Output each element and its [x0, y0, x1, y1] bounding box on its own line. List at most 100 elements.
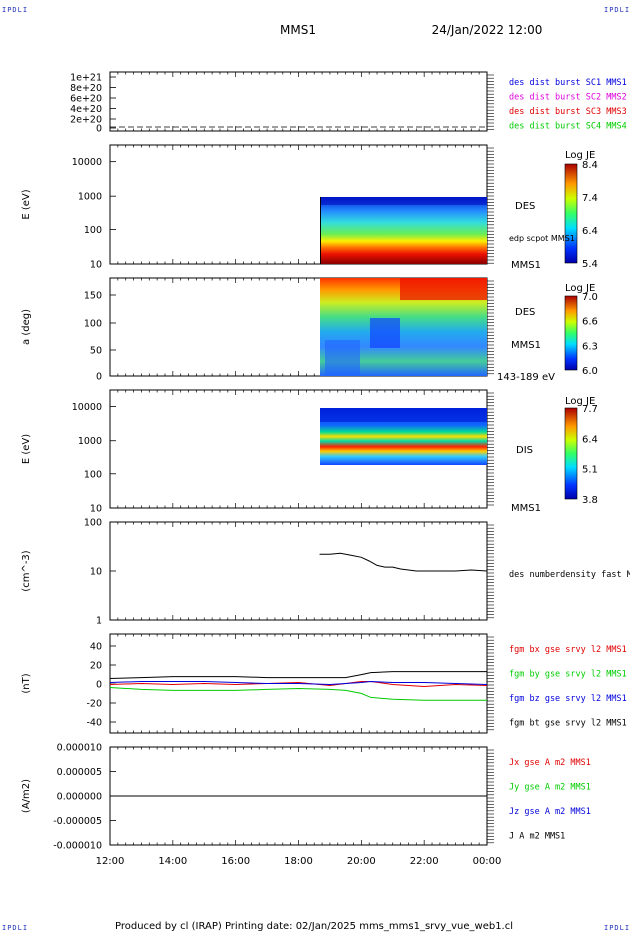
- y-tick-label: 0: [96, 124, 102, 135]
- y-tick-label: 100: [84, 319, 102, 330]
- colorbar-tick-label: 7.0: [582, 292, 598, 303]
- des-energy-spectrogram-fill: [320, 197, 321, 264]
- field-series-line-0: [109, 681, 488, 688]
- y-tick-label: 10: [90, 504, 102, 515]
- y-tick-label: 2e+20: [70, 115, 102, 126]
- y-tick-label: 10: [90, 567, 102, 578]
- legend-entry: des dist burst SC1 MMS1: [509, 78, 627, 88]
- colorbar-title: Log JE: [565, 283, 595, 294]
- corner-mark-bottom-right: IPDLI: [604, 924, 630, 932]
- dis-energy-spectrogram-top: [320, 408, 487, 422]
- y-axis-label: (nT): [21, 673, 32, 693]
- legend-entry: Jx gse A m2 MMS1: [509, 758, 591, 768]
- y-tick-label: 0.000005: [57, 767, 102, 778]
- spectrogram-label: 143-189 eV: [497, 372, 555, 383]
- colorbar-tick-label: 6.3: [582, 341, 598, 352]
- des-pitch-angle-patch-1: [400, 278, 487, 300]
- x-tick-label: 12:00: [96, 856, 125, 867]
- y-tick-label: 150: [84, 291, 102, 302]
- colorbar-tick-label: 7.4: [582, 193, 598, 204]
- panel4-spectrogram: [320, 408, 487, 465]
- colorbar-tick-label: 8.4: [582, 160, 598, 171]
- colorbar-title: Log JE: [565, 396, 595, 407]
- y-axis-label: a (deg): [21, 309, 32, 345]
- legend-entry: des dist burst SC4 MMS4: [509, 122, 627, 132]
- colorbar-panel2: [564, 163, 578, 264]
- corner-mark-bottom-left: IPDLI: [2, 924, 29, 932]
- des-energy-spectrogram-noise: [320, 197, 487, 205]
- mission-title: MMS1: [280, 23, 316, 37]
- y-tick-label: -0.000010: [53, 841, 102, 852]
- corner-mark-top-left: IPDLI: [2, 6, 29, 14]
- colorbar-tick-label: 5.1: [582, 465, 598, 476]
- y-tick-label: -40: [86, 718, 102, 729]
- density-series-line: [319, 552, 488, 572]
- colorbar-tick-label: 7.7: [582, 404, 598, 415]
- colorbar-tick-label: 6.0: [582, 366, 598, 377]
- colorbar-tick-label: 6.6: [582, 317, 598, 328]
- x-tick-label: 00:00: [473, 856, 502, 867]
- legend-entry: fgm bt gse srvy l2 MMS1: [509, 719, 627, 729]
- y-tick-label: 40: [90, 642, 102, 653]
- field-series-line-3: [109, 671, 487, 679]
- spectrogram-label: MMS1: [511, 260, 541, 271]
- legend-entry: Jy gse A m2 MMS1: [509, 783, 591, 793]
- y-tick-label: 0.000000: [57, 792, 102, 803]
- legend-entry: fgm bz gse srvy l2 MMS1: [509, 694, 627, 704]
- des-pitch-angle-patch-2: [370, 318, 400, 348]
- chart-layers: 1e+218e+206e+204e+202e+20010000100010010…: [21, 73, 630, 868]
- legend-entry: des numberdensity fast M: [509, 570, 630, 580]
- legend-entry: fgm by gse srvy l2 MMS1: [509, 670, 627, 680]
- corner-mark-top-right: IPDLI: [604, 6, 630, 14]
- y-tick-label: 8e+20: [70, 83, 102, 94]
- y-axis-label: (A/m2): [21, 779, 32, 813]
- panel-frame-1: [109, 71, 488, 132]
- des-energy-spectrogram: [320, 197, 487, 264]
- y-tick-label: 1: [96, 616, 102, 627]
- x-tick-label: 18:00: [284, 856, 313, 867]
- legend-entry: Jz gse A m2 MMS1: [509, 807, 591, 817]
- y-tick-label: 10000: [72, 402, 102, 413]
- y-tick-label: 1000: [78, 436, 102, 447]
- y-axis-label: (cm^-3): [21, 550, 32, 591]
- colorbar-tick-label: 6.4: [582, 226, 598, 237]
- colorbar-title: Log JE: [565, 150, 595, 161]
- date-title: 24/Jan/2022 12:00: [432, 23, 543, 37]
- y-tick-label: 100: [84, 225, 102, 236]
- panel3-spectrogram: [320, 278, 487, 376]
- y-tick-label: 4e+20: [70, 104, 102, 115]
- y-tick-label: 1e+21: [70, 73, 102, 84]
- y-tick-label: 0: [96, 680, 102, 691]
- x-tick-label: 22:00: [410, 856, 439, 867]
- y-tick-label: 10000: [72, 157, 102, 168]
- spectrogram-label: edp scpot MMS1: [509, 234, 575, 243]
- spectrogram-label: DES: [515, 201, 535, 212]
- colorbar-tick-label: 6.4: [582, 434, 598, 445]
- y-axis-label: E (eV): [21, 189, 32, 219]
- panel2-spectrogram: [320, 197, 487, 264]
- y-tick-label: 100: [84, 469, 102, 480]
- legend-entry: fgm bx gse srvy l2 MMS1: [509, 645, 627, 655]
- legend-entry: des dist burst SC2 MMS2: [509, 93, 627, 103]
- y-tick-label: 50: [90, 346, 102, 357]
- y-tick-label: 100: [84, 518, 102, 529]
- legend-entry: des dist burst SC3 MMS3: [509, 107, 627, 117]
- colorbar-tick-label: 3.8: [582, 495, 598, 506]
- x-tick-label: 14:00: [158, 856, 187, 867]
- y-tick-label: 20: [90, 661, 102, 672]
- field-series-line-2: [109, 680, 488, 686]
- colorbar-panel3: [564, 295, 578, 371]
- spectrogram-label: DIS: [516, 445, 533, 456]
- x-tick-label: 20:00: [347, 856, 376, 867]
- spectrogram-label: MMS1: [511, 503, 541, 514]
- spectrogram-label: DES: [515, 307, 535, 318]
- y-tick-label: 10: [90, 260, 102, 271]
- y-tick-label: 1000: [78, 192, 102, 203]
- y-axis-label: E (eV): [21, 434, 32, 464]
- y-tick-label: 0.000010: [57, 743, 102, 754]
- y-tick-label: 0: [96, 372, 102, 383]
- footer-credit: Produced by cl (IRAP) Printing date: 02/…: [115, 921, 513, 932]
- field-series-line-1: [109, 687, 487, 701]
- y-tick-label: 6e+20: [70, 94, 102, 105]
